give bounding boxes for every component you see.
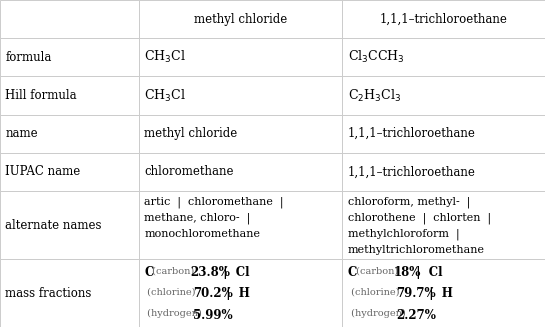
Bar [0, 114, 139, 153]
Bar [139, 77, 342, 114]
Text: 1,1,1–trichloroethane: 1,1,1–trichloroethane [348, 165, 476, 179]
Text: (chlorine): (chlorine) [348, 287, 402, 297]
Bar [0, 0, 139, 38]
Bar [0, 153, 139, 191]
Text: mass fractions: mass fractions [5, 286, 92, 300]
Text: artic  |  chloromethane  |
methane, chloro-  |
monochloromethane: artic | chloromethane | methane, chloro-… [144, 197, 284, 239]
Bar [139, 153, 342, 191]
Bar [342, 259, 545, 327]
Text: C: C [348, 266, 357, 279]
Text: Hill formula: Hill formula [5, 89, 77, 102]
Bar [139, 259, 342, 327]
Text: (hydrogen): (hydrogen) [348, 309, 409, 318]
Bar [0, 259, 139, 327]
Text: CH$_3$Cl: CH$_3$Cl [144, 49, 186, 65]
Text: |  H: | H [218, 287, 250, 301]
Bar [139, 114, 342, 153]
Bar [139, 0, 342, 38]
Text: 23.8%: 23.8% [190, 266, 230, 279]
Text: |  Cl: | Cl [408, 266, 443, 279]
Bar [0, 38, 139, 77]
Text: 1,1,1–trichloroethane: 1,1,1–trichloroethane [380, 13, 507, 26]
Bar [342, 191, 545, 259]
Text: alternate names: alternate names [5, 218, 102, 232]
Text: (hydrogen): (hydrogen) [144, 309, 205, 318]
Text: 79.7%: 79.7% [396, 287, 436, 301]
Bar [0, 191, 139, 259]
Bar [342, 153, 545, 191]
Bar [139, 38, 342, 77]
Text: (carbon): (carbon) [149, 266, 198, 275]
Text: 18%: 18% [393, 266, 421, 279]
Bar [342, 77, 545, 114]
Text: 5.99%: 5.99% [193, 309, 233, 322]
Text: (chlorine): (chlorine) [144, 287, 199, 297]
Text: Cl$_3$CCH$_3$: Cl$_3$CCH$_3$ [348, 49, 404, 65]
Text: CH$_3$Cl: CH$_3$Cl [144, 87, 186, 104]
Text: IUPAC name: IUPAC name [5, 165, 81, 179]
Text: chloroform, methyl-  |
chlorothene  |  chlorten  |
methylchloroform  |
methyltri: chloroform, methyl- | chlorothene | chlo… [348, 197, 491, 255]
Bar [0, 77, 139, 114]
Text: formula: formula [5, 51, 52, 64]
Text: C: C [144, 266, 154, 279]
Bar [342, 38, 545, 77]
Bar [139, 191, 342, 259]
Text: C$_2$H$_3$Cl$_3$: C$_2$H$_3$Cl$_3$ [348, 87, 401, 104]
Text: |  Cl: | Cl [215, 266, 249, 279]
Text: |  H: | H [421, 287, 453, 301]
Text: name: name [5, 127, 38, 140]
Text: methyl chloride: methyl chloride [194, 13, 287, 26]
Text: (carbon): (carbon) [353, 266, 401, 275]
Text: 2.27%: 2.27% [396, 309, 437, 322]
Text: chloromethane: chloromethane [144, 165, 234, 179]
Text: methyl chloride: methyl chloride [144, 127, 238, 140]
Text: 70.2%: 70.2% [193, 287, 233, 301]
Bar [342, 0, 545, 38]
Text: 1,1,1–trichloroethane: 1,1,1–trichloroethane [348, 127, 476, 140]
Bar [342, 114, 545, 153]
